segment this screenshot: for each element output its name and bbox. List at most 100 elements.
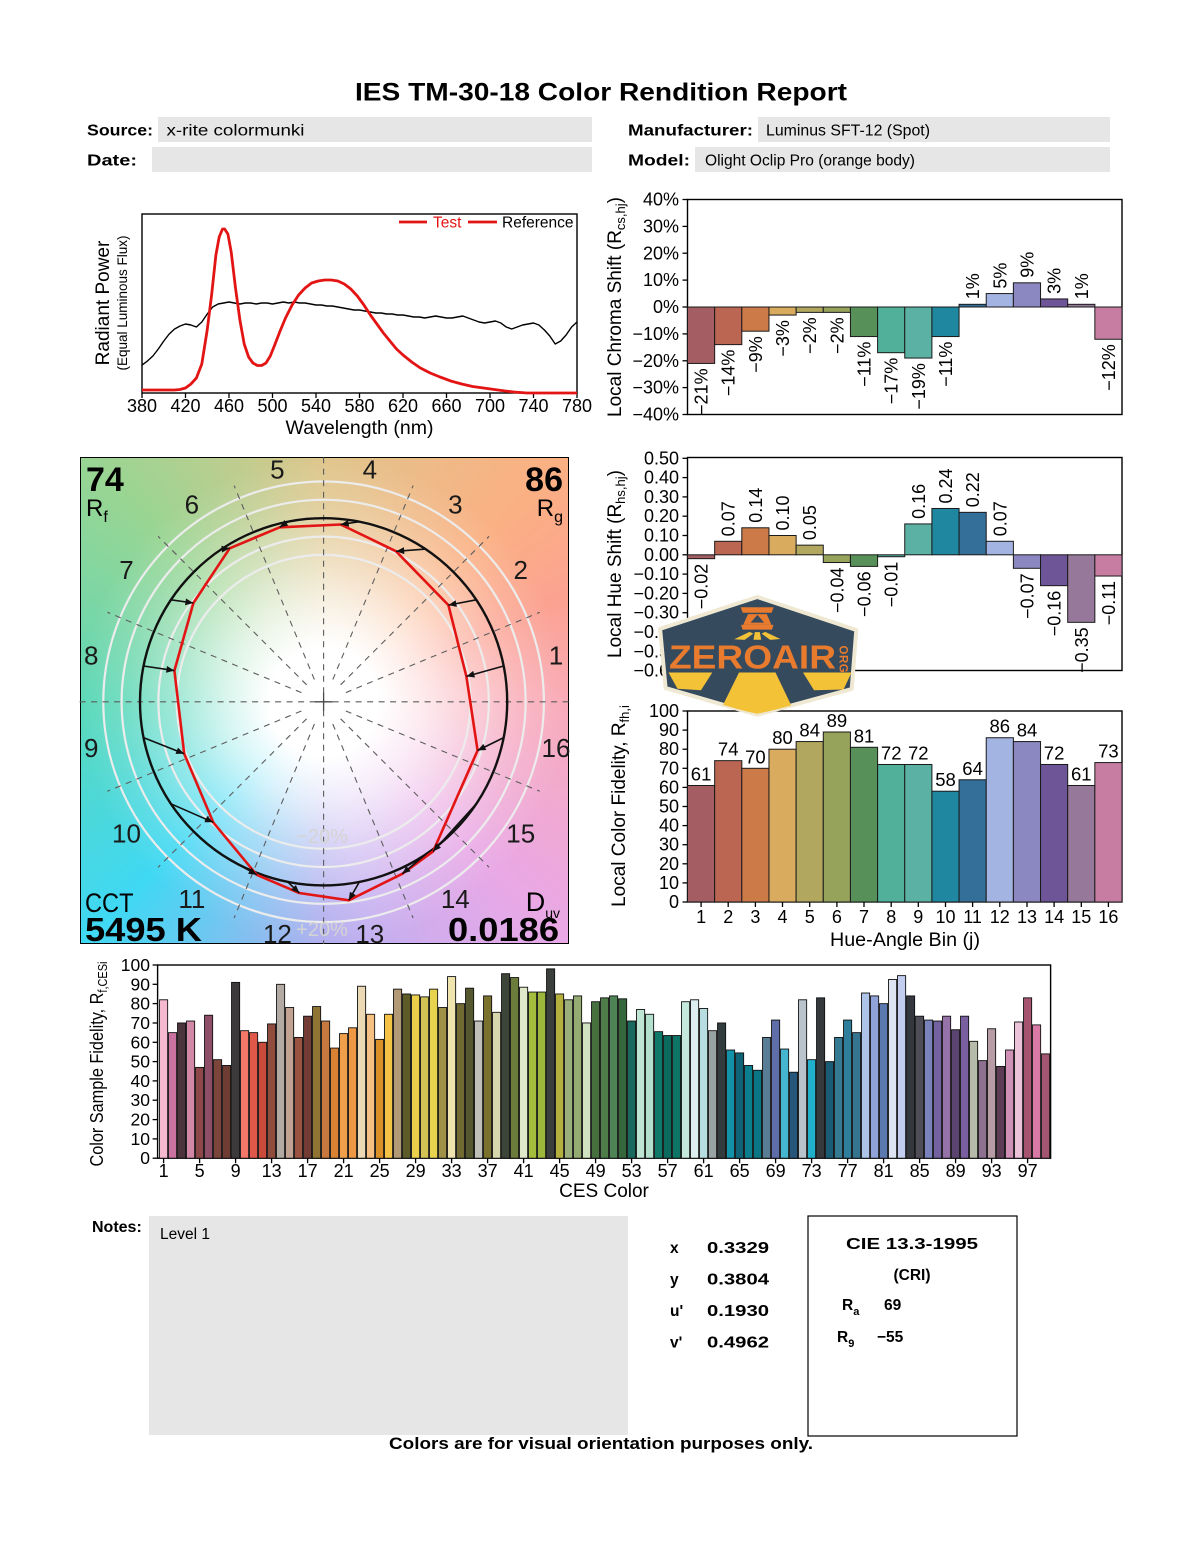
svg-text:5%: 5% bbox=[990, 263, 1010, 289]
svg-text:−20%: −20% bbox=[632, 351, 679, 371]
svg-text:CIE 13.3-1995: CIE 13.3-1995 bbox=[846, 1236, 978, 1253]
svg-text:−0.04: −0.04 bbox=[827, 568, 847, 614]
svg-text:20%: 20% bbox=[643, 243, 679, 263]
svg-text:500: 500 bbox=[257, 396, 287, 416]
svg-text:740: 740 bbox=[518, 396, 548, 416]
svg-text:0.10: 0.10 bbox=[773, 495, 793, 530]
svg-text:30%: 30% bbox=[643, 216, 679, 236]
svg-text:−14%: −14% bbox=[719, 350, 739, 397]
svg-text:13: 13 bbox=[355, 919, 384, 949]
svg-text:15: 15 bbox=[506, 819, 535, 849]
svg-text:93: 93 bbox=[982, 1161, 1002, 1181]
svg-text:69: 69 bbox=[884, 1297, 902, 1314]
svg-text:0%: 0% bbox=[653, 297, 679, 317]
svg-text:80: 80 bbox=[659, 739, 679, 759]
svg-text:17: 17 bbox=[298, 1161, 318, 1181]
svg-text:84: 84 bbox=[1017, 720, 1038, 741]
svg-text:40: 40 bbox=[131, 1071, 151, 1091]
svg-text:Color Sample Fidelity, Rf,CESi: Color Sample Fidelity, Rf,CESi bbox=[86, 962, 110, 1167]
svg-text:2: 2 bbox=[513, 555, 527, 585]
svg-text:40: 40 bbox=[659, 816, 679, 836]
svg-text:1: 1 bbox=[549, 641, 563, 671]
svg-text:Olight Oclip Pro (orange body): Olight Oclip Pro (orange body) bbox=[705, 153, 915, 170]
svg-text:29: 29 bbox=[406, 1161, 426, 1181]
svg-text:0.16: 0.16 bbox=[909, 484, 929, 519]
svg-text:9: 9 bbox=[84, 733, 98, 763]
svg-text:89: 89 bbox=[946, 1161, 966, 1181]
svg-text:−17%: −17% bbox=[882, 358, 902, 405]
svg-text:460: 460 bbox=[214, 396, 244, 416]
svg-text:x-rite colormunki: x-rite colormunki bbox=[167, 123, 305, 140]
svg-text:16: 16 bbox=[1098, 907, 1118, 927]
svg-text:37: 37 bbox=[478, 1161, 498, 1181]
svg-text:2: 2 bbox=[723, 907, 733, 927]
svg-text:700: 700 bbox=[475, 396, 505, 416]
svg-text:9: 9 bbox=[913, 907, 923, 927]
svg-text:30: 30 bbox=[659, 835, 679, 855]
svg-text:15: 15 bbox=[1071, 907, 1091, 927]
svg-text:−2%: −2% bbox=[827, 317, 847, 354]
svg-text:12: 12 bbox=[263, 919, 292, 949]
svg-text:Date:: Date: bbox=[87, 153, 137, 170]
svg-text:0.3804: 0.3804 bbox=[707, 1272, 769, 1289]
svg-text:0.40: 0.40 bbox=[644, 468, 679, 488]
svg-text:Radiant Power: Radiant Power bbox=[93, 240, 114, 365]
svg-text:380: 380 bbox=[127, 396, 157, 416]
svg-text:0: 0 bbox=[669, 892, 679, 912]
svg-text:0.07: 0.07 bbox=[719, 501, 739, 536]
svg-text:−0.01: −0.01 bbox=[882, 562, 902, 608]
svg-text:41: 41 bbox=[514, 1161, 534, 1181]
svg-text:50: 50 bbox=[131, 1052, 151, 1072]
svg-text:ORG: ORG bbox=[837, 646, 849, 674]
svg-text:0.0186: 0.0186 bbox=[448, 911, 559, 948]
svg-text:(CRI): (CRI) bbox=[893, 1267, 930, 1284]
svg-text:11: 11 bbox=[963, 907, 982, 927]
svg-text:IES TM-30-18 Color Rendition R: IES TM-30-18 Color Rendition Report bbox=[355, 79, 848, 107]
svg-text:y: y bbox=[670, 1272, 679, 1289]
svg-text:Source:: Source: bbox=[87, 123, 153, 140]
svg-text:Local Chroma Shift (Rcs,hj): Local Chroma Shift (Rcs,hj) bbox=[605, 197, 628, 417]
svg-text:Luminus SFT-12 (Spot): Luminus SFT-12 (Spot) bbox=[766, 123, 930, 140]
svg-text:Model:: Model: bbox=[628, 153, 690, 170]
svg-text:73: 73 bbox=[802, 1161, 822, 1181]
svg-text:65: 65 bbox=[730, 1161, 750, 1181]
svg-text:v': v' bbox=[670, 1335, 682, 1352]
svg-text:−10%: −10% bbox=[632, 324, 679, 344]
svg-text:100: 100 bbox=[649, 701, 679, 721]
svg-text:660: 660 bbox=[431, 396, 461, 416]
svg-text:8: 8 bbox=[886, 907, 896, 927]
svg-text:Local Color Fidelity, Rfh,i: Local Color Fidelity, Rfh,i bbox=[609, 705, 632, 907]
svg-text:81: 81 bbox=[854, 725, 875, 746]
svg-text:−0.07: −0.07 bbox=[1018, 573, 1038, 619]
svg-text:49: 49 bbox=[586, 1161, 606, 1181]
svg-text:70: 70 bbox=[745, 746, 766, 767]
svg-text:33: 33 bbox=[442, 1161, 462, 1181]
svg-text:CCT: CCT bbox=[85, 888, 134, 918]
svg-text:3: 3 bbox=[448, 490, 462, 520]
svg-text:7: 7 bbox=[859, 907, 869, 927]
svg-text:Manufacturer:: Manufacturer: bbox=[628, 123, 753, 140]
svg-text:10: 10 bbox=[659, 873, 679, 893]
svg-text:30: 30 bbox=[131, 1090, 151, 1110]
svg-text:0.4962: 0.4962 bbox=[707, 1335, 769, 1352]
svg-text:80: 80 bbox=[772, 727, 793, 748]
svg-text:4: 4 bbox=[777, 907, 787, 927]
svg-text:89: 89 bbox=[827, 710, 848, 731]
svg-text:4: 4 bbox=[363, 454, 377, 484]
svg-text:780: 780 bbox=[562, 396, 592, 416]
svg-text:14: 14 bbox=[441, 884, 470, 914]
svg-text:80: 80 bbox=[131, 994, 151, 1014]
svg-text:−0.06: −0.06 bbox=[855, 571, 875, 617]
svg-text:−0.16: −0.16 bbox=[1045, 591, 1065, 637]
svg-text:−40%: −40% bbox=[632, 405, 679, 425]
svg-text:25: 25 bbox=[370, 1161, 390, 1181]
svg-text:53: 53 bbox=[622, 1161, 642, 1181]
svg-text:u': u' bbox=[670, 1303, 683, 1320]
svg-text:11: 11 bbox=[178, 884, 205, 914]
svg-text:10%: 10% bbox=[643, 270, 679, 290]
svg-text:0.22: 0.22 bbox=[963, 472, 983, 507]
svg-text:Colors are for visual orientat: Colors are for visual orientation purpos… bbox=[389, 1435, 813, 1453]
svg-text:+20%: +20% bbox=[296, 919, 348, 941]
svg-text:74: 74 bbox=[718, 739, 739, 760]
svg-text:−0.11: −0.11 bbox=[1099, 581, 1119, 625]
